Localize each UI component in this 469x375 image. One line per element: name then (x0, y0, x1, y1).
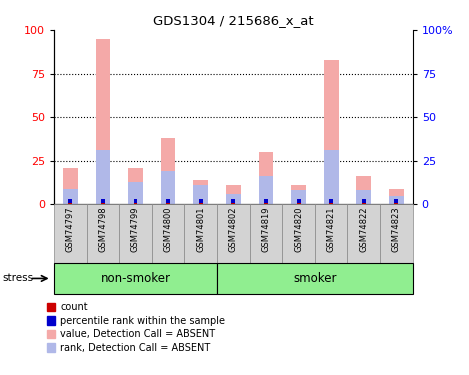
Text: GSM74823: GSM74823 (392, 207, 401, 252)
Bar (282, 204, 315, 262)
Bar (356, 177, 371, 204)
Text: GSM74822: GSM74822 (359, 207, 368, 252)
Bar (348, 204, 380, 262)
Bar (184, 204, 217, 262)
Text: GSM74797: GSM74797 (66, 207, 75, 252)
Bar (119, 204, 152, 262)
Bar (389, 189, 404, 204)
Bar (161, 138, 175, 204)
Text: GSM74799: GSM74799 (131, 207, 140, 252)
Text: percentile rank within the sample: percentile rank within the sample (60, 316, 225, 326)
Bar (231, 202, 235, 204)
Bar (128, 182, 143, 204)
Bar (362, 202, 366, 204)
Bar (264, 202, 268, 204)
Bar (329, 202, 333, 204)
Bar (217, 263, 413, 294)
Bar (329, 199, 333, 202)
Bar (87, 204, 119, 262)
Bar (152, 204, 184, 262)
Text: GSM74800: GSM74800 (164, 207, 173, 252)
Bar (161, 171, 175, 204)
Bar (54, 263, 217, 294)
Bar (166, 202, 170, 204)
Bar (324, 60, 339, 204)
Bar (199, 202, 203, 204)
Text: non-smoker: non-smoker (100, 272, 170, 285)
Bar (394, 202, 398, 204)
Bar (134, 202, 137, 204)
Bar (134, 199, 137, 202)
Bar (63, 189, 77, 204)
Bar (315, 204, 348, 262)
Text: rank, Detection Call = ABSENT: rank, Detection Call = ABSENT (60, 343, 210, 353)
Bar (63, 168, 77, 204)
Text: smoker: smoker (293, 272, 337, 285)
Bar (264, 199, 268, 202)
Text: GSM74801: GSM74801 (196, 207, 205, 252)
Title: GDS1304 / 215686_x_at: GDS1304 / 215686_x_at (153, 15, 314, 27)
Bar (296, 202, 301, 204)
Bar (101, 202, 105, 204)
Bar (258, 177, 273, 204)
Bar (394, 199, 398, 202)
Bar (166, 199, 170, 202)
Text: GSM74820: GSM74820 (294, 207, 303, 252)
Bar (199, 199, 203, 202)
Bar (96, 39, 110, 204)
Bar (389, 196, 404, 204)
Bar (296, 199, 301, 202)
Bar (291, 190, 306, 204)
Bar (193, 180, 208, 204)
Bar (362, 199, 366, 202)
Bar (226, 185, 241, 204)
Bar (96, 150, 110, 204)
Text: GSM74819: GSM74819 (261, 207, 271, 252)
Bar (193, 185, 208, 204)
Bar (258, 152, 273, 204)
Bar (54, 204, 87, 262)
Text: GSM74798: GSM74798 (98, 207, 107, 252)
Text: count: count (60, 303, 88, 312)
Bar (324, 150, 339, 204)
Bar (217, 204, 250, 262)
Bar (380, 204, 413, 262)
Text: value, Detection Call = ABSENT: value, Detection Call = ABSENT (60, 330, 215, 339)
Bar (68, 199, 72, 202)
Text: GSM74821: GSM74821 (327, 207, 336, 252)
Bar (101, 199, 105, 202)
Text: stress: stress (2, 273, 33, 284)
Text: GSM74802: GSM74802 (229, 207, 238, 252)
Bar (231, 199, 235, 202)
Bar (291, 185, 306, 204)
Bar (226, 194, 241, 204)
Bar (250, 204, 282, 262)
Bar (356, 190, 371, 204)
Bar (68, 202, 72, 204)
Bar (128, 168, 143, 204)
